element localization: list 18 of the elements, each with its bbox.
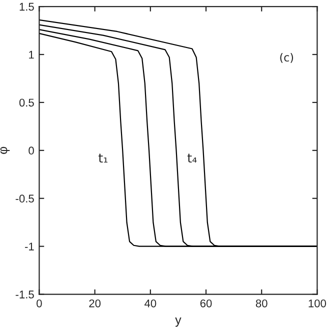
x-tick-label: 100 xyxy=(308,299,326,308)
x-tick-label: 0 xyxy=(36,299,42,308)
y-tick-label: 1.5 xyxy=(20,2,34,11)
annotation: t₄ xyxy=(187,154,197,163)
y-tick-label: -1.5 xyxy=(16,290,34,298)
x-tick-label: 20 xyxy=(89,299,101,308)
annotation: t₁ xyxy=(98,154,108,163)
annotation: (c) xyxy=(280,52,294,63)
x-tick-label: 40 xyxy=(144,299,156,308)
y-tick-label: -1 xyxy=(24,242,34,250)
y-axis-title: φ xyxy=(0,146,10,154)
y-tick-label: -0.5 xyxy=(16,194,34,203)
y-tick-label: 0.5 xyxy=(19,98,34,107)
x-tick-label: 60 xyxy=(200,299,212,308)
y-tick-label: 0 xyxy=(28,146,34,155)
x-axis-title: y xyxy=(175,318,182,327)
y-tick-label: 1 xyxy=(29,50,34,59)
x-tick-label: 80 xyxy=(256,299,268,308)
